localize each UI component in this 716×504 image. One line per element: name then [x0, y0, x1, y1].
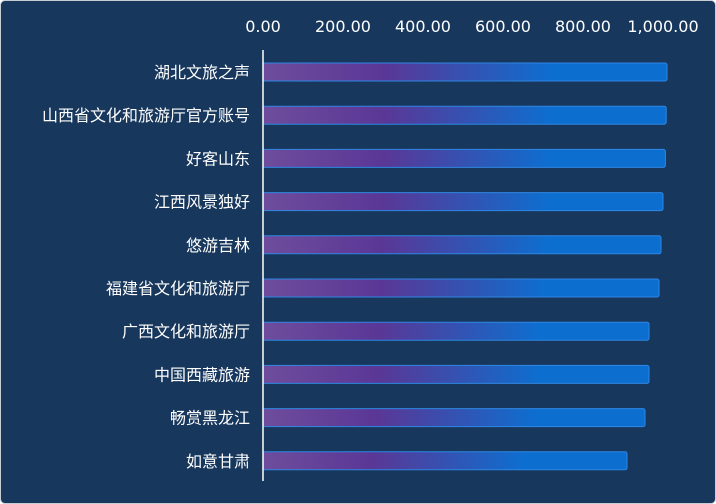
- bar: [262, 235, 662, 255]
- bar: [262, 408, 646, 428]
- x-tick-label: 0.00: [245, 17, 281, 36]
- category-label: 好客山东: [186, 149, 250, 168]
- x-tick-label: 400.00: [395, 17, 451, 36]
- bars: [262, 62, 668, 471]
- category-label: 畅赏黑龙江: [170, 409, 250, 428]
- category-label: 山西省文化和旅游厅官方账号: [42, 106, 250, 125]
- category-labels: 湖北文旅之声山西省文化和旅游厅官方账号好客山东江西风景独好悠游吉林福建省文化和旅…: [42, 63, 250, 471]
- category-label: 福建省文化和旅游厅: [106, 279, 250, 298]
- category-label: 湖北文旅之声: [154, 63, 250, 82]
- bar: [262, 148, 666, 168]
- category-label: 江西风景独好: [154, 193, 250, 212]
- bar: [262, 278, 660, 298]
- bar: [262, 451, 628, 471]
- x-axis-ticks: 0.00 200.00 400.00 600.00 800.00 1,000.00: [245, 17, 698, 36]
- x-tick-label: 200.00: [315, 17, 371, 36]
- category-label: 广西文化和旅游厅: [122, 322, 250, 341]
- bar: [262, 364, 650, 384]
- category-label: 中国西藏旅游: [154, 365, 250, 384]
- bar: [262, 321, 650, 341]
- x-tick-label: 600.00: [475, 17, 531, 36]
- bar: [262, 62, 668, 82]
- category-label: 如意甘肃: [186, 452, 250, 471]
- bar: [262, 105, 667, 125]
- x-tick-label: 1,000.00: [627, 17, 698, 36]
- x-tick-label: 800.00: [555, 17, 611, 36]
- bar: [262, 192, 664, 212]
- category-label: 悠游吉林: [186, 236, 250, 255]
